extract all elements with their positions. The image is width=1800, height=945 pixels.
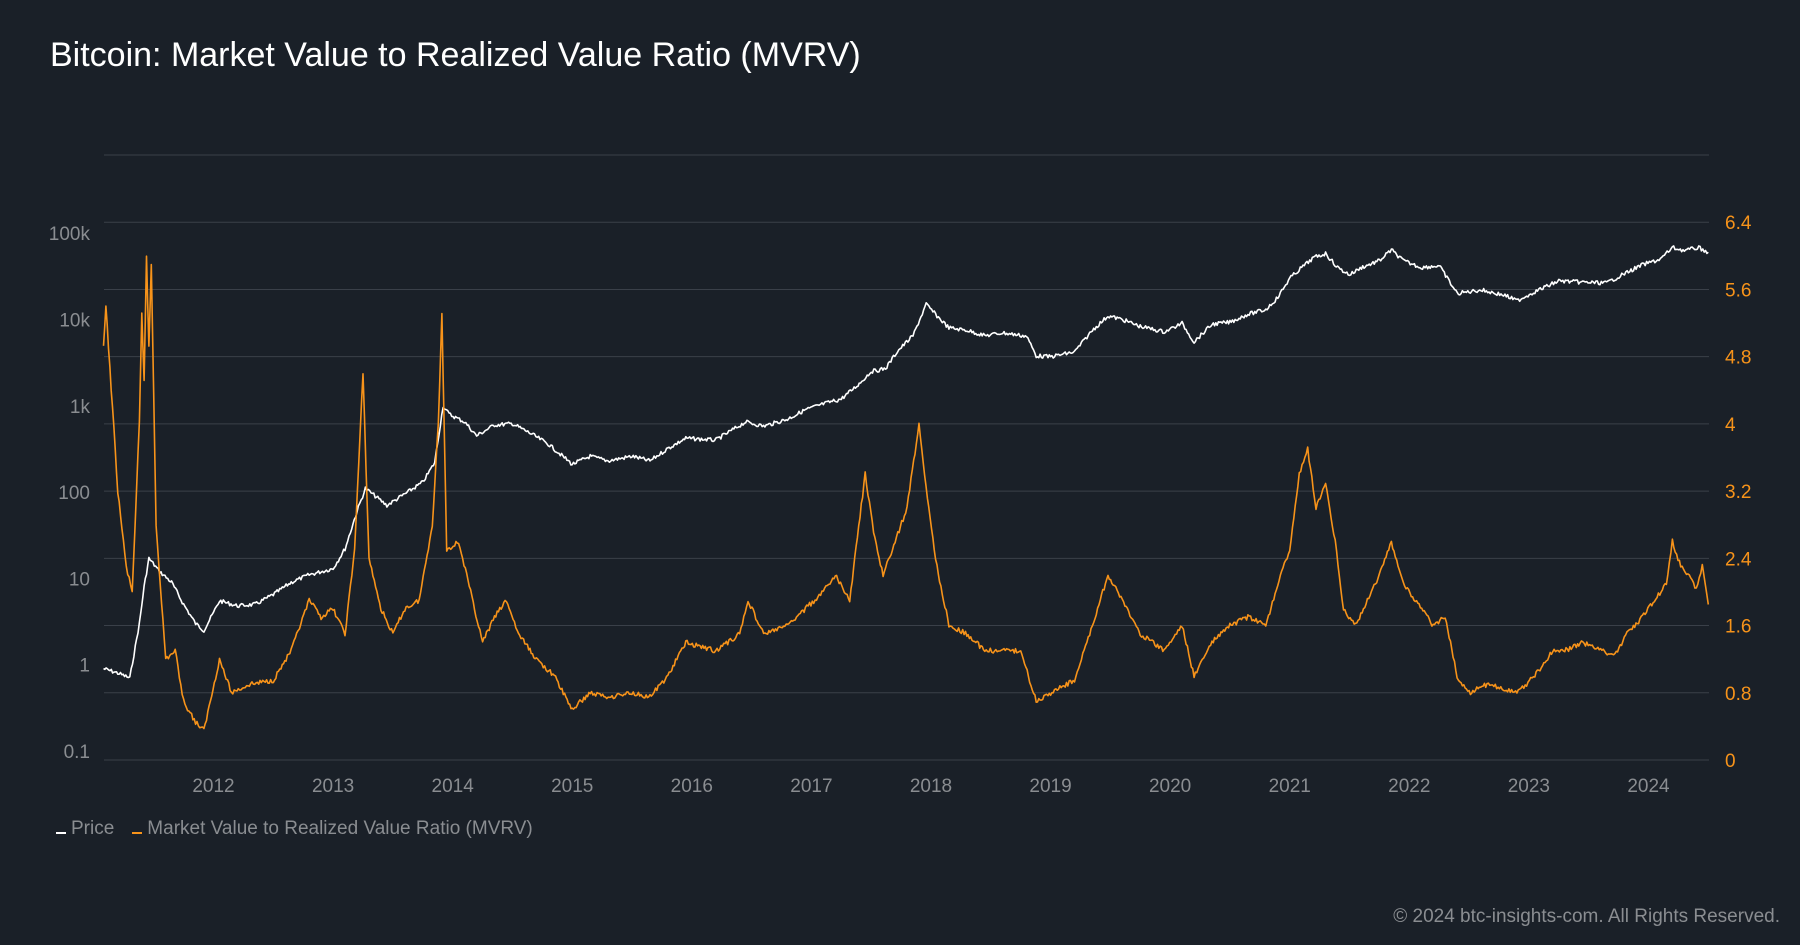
legend-item-mvrv[interactable]: Market Value to Realized Value Ratio (MV… bbox=[132, 818, 533, 840]
chart-title: Bitcoin: Market Value to Realized Value … bbox=[50, 36, 861, 74]
left-axis-tick: 0.1 bbox=[64, 742, 90, 763]
x-axis-tick: 2022 bbox=[1388, 776, 1430, 797]
right-axis-tick: 2.4 bbox=[1725, 549, 1752, 570]
legend-swatch-mvrv bbox=[132, 832, 143, 834]
right-axis-tick: 0.8 bbox=[1725, 684, 1751, 705]
legend-label: Market Value to Realized Value Ratio (MV… bbox=[147, 818, 533, 839]
left-axis-tick: 10 bbox=[69, 569, 90, 590]
x-axis-tick: 2019 bbox=[1029, 776, 1071, 797]
right-axis-tick: 5.6 bbox=[1725, 280, 1751, 301]
right-axis-tick: 4.8 bbox=[1725, 348, 1751, 369]
right-axis-tick: 4 bbox=[1725, 415, 1736, 436]
copyright-footer: © 2024 btc-insights-com. All Rights Rese… bbox=[1393, 906, 1780, 927]
series-line-mvrv bbox=[102, 255, 1710, 730]
left-axis-tick: 1 bbox=[79, 656, 90, 677]
legend-swatch-price bbox=[56, 832, 66, 834]
x-axis-tick: 2021 bbox=[1269, 776, 1311, 797]
x-axis-tick: 2013 bbox=[312, 776, 354, 797]
left-axis-tick: 1k bbox=[70, 397, 91, 418]
x-axis-tick: 2012 bbox=[192, 776, 234, 797]
x-axis-tick: 2015 bbox=[551, 776, 593, 797]
x-axis-tick: 2014 bbox=[432, 776, 475, 797]
right-axis-tick: 6.4 bbox=[1725, 213, 1752, 234]
legend: Price Market Value to Realized Value Rat… bbox=[56, 818, 533, 840]
legend-label: Price bbox=[71, 818, 115, 839]
x-axis-tick: 2017 bbox=[790, 776, 832, 797]
x-axis-tick: 2018 bbox=[910, 776, 952, 797]
series-line-price bbox=[103, 245, 1709, 679]
left-axis-tick: 100 bbox=[58, 483, 90, 504]
right-axis-tick: 3.2 bbox=[1725, 482, 1751, 503]
legend-item-price[interactable]: Price bbox=[56, 818, 114, 840]
left-axis-tick: 100k bbox=[49, 224, 91, 245]
left-axis-tick: 10k bbox=[59, 311, 90, 332]
right-axis-tick: 0 bbox=[1725, 751, 1736, 772]
x-axis-tick: 2023 bbox=[1508, 776, 1550, 797]
x-axis-tick: 2020 bbox=[1149, 776, 1191, 797]
x-axis-tick: 2016 bbox=[671, 776, 713, 797]
x-axis-tick: 2024 bbox=[1627, 776, 1670, 797]
right-axis-tick: 1.6 bbox=[1725, 617, 1751, 638]
